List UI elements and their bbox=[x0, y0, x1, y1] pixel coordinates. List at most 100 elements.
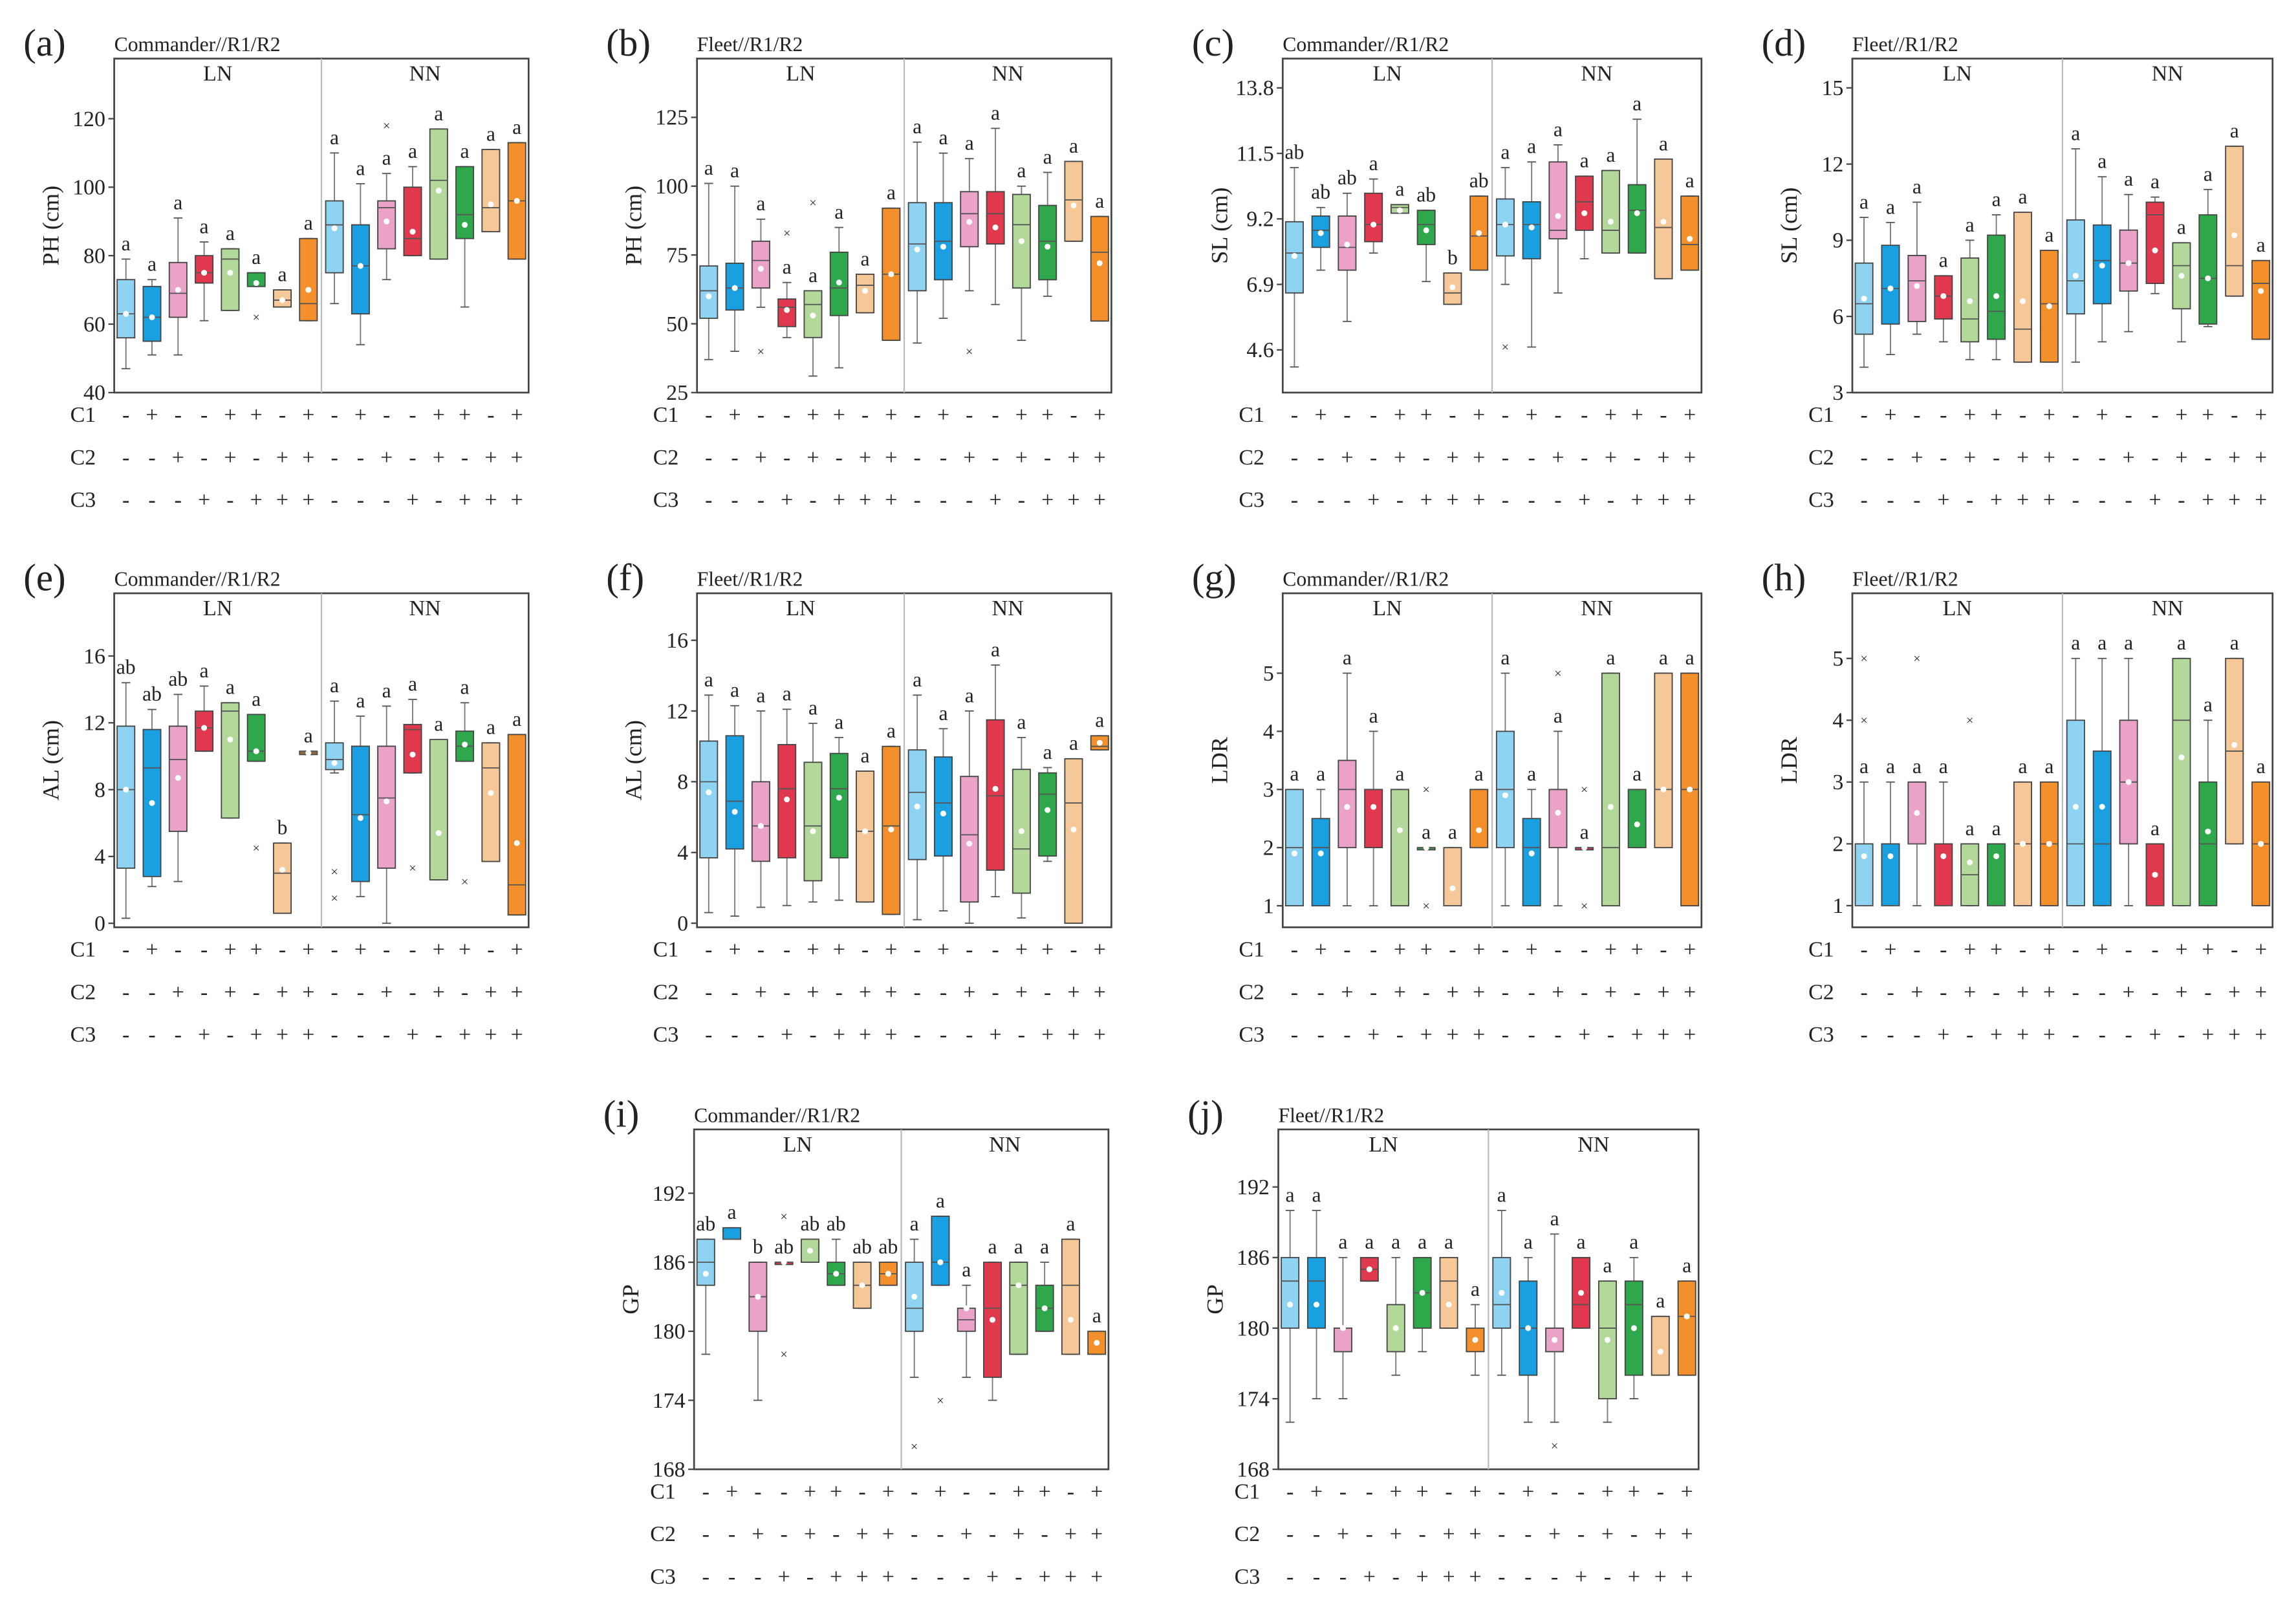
significance-letter: a bbox=[226, 222, 235, 245]
factor-sign: + bbox=[1469, 1565, 1481, 1589]
significance-letter: a bbox=[252, 246, 261, 268]
factor-sign: - bbox=[1634, 446, 1641, 470]
significance-letter: ab bbox=[852, 1236, 872, 1258]
factor-sign: - bbox=[914, 403, 921, 427]
significance-letter: a bbox=[2124, 631, 2133, 654]
mean-marker bbox=[1449, 885, 1456, 891]
factor-sign: + bbox=[1094, 403, 1106, 427]
box-15: a bbox=[2225, 120, 2244, 297]
factor-sign: - bbox=[461, 980, 468, 1004]
significance-letter: a bbox=[1312, 1184, 1321, 1207]
box-iqr bbox=[725, 735, 744, 850]
factor-sign: + bbox=[885, 446, 897, 470]
factor-sign: + bbox=[1420, 403, 1433, 427]
mean-marker bbox=[1555, 809, 1561, 816]
factor-sign: - bbox=[2151, 938, 2158, 962]
mean-marker bbox=[201, 725, 208, 731]
factor-sign: - bbox=[1581, 980, 1588, 1004]
significance-letter: ab bbox=[1284, 141, 1304, 164]
box-7: ab bbox=[852, 1236, 872, 1309]
significance-letter: a bbox=[200, 215, 209, 237]
factor-sign: + bbox=[859, 446, 871, 470]
factor-sign: + bbox=[1631, 938, 1643, 962]
factor-sign: - bbox=[1370, 938, 1377, 962]
y-axis-label: PH (cm) bbox=[621, 186, 647, 266]
factor-sign: + bbox=[1990, 488, 2002, 512]
significance-letter: a bbox=[1577, 1230, 1586, 1253]
factor-sign: + bbox=[1367, 488, 1380, 512]
y-tick-label: 3 bbox=[1832, 381, 1843, 405]
factor-sign: + bbox=[2228, 980, 2240, 1004]
factor-sign: - bbox=[1343, 488, 1350, 512]
factor-sign: - bbox=[1551, 1480, 1558, 1503]
mean-marker bbox=[1396, 207, 1403, 213]
factor-sign: - bbox=[1860, 403, 1867, 427]
factor-sign: - bbox=[702, 1565, 709, 1589]
factor-sign: - bbox=[858, 1480, 865, 1503]
factor-sign: - bbox=[1551, 1565, 1558, 1589]
mean-marker bbox=[227, 270, 233, 276]
factor-sign: - bbox=[2204, 446, 2211, 470]
factor-sign: - bbox=[383, 1023, 390, 1047]
y-tick-label: 25 bbox=[666, 381, 688, 405]
box-iqr bbox=[751, 781, 770, 862]
mean-marker bbox=[1604, 1337, 1610, 1343]
box-8: a bbox=[1466, 1278, 1485, 1376]
factor-sign: + bbox=[882, 1565, 894, 1589]
significance-letter: a bbox=[1656, 1289, 1665, 1312]
box-16: a bbox=[1090, 709, 1109, 751]
y-tick-label: 3 bbox=[1832, 771, 1843, 794]
factor-sign: + bbox=[433, 980, 445, 1004]
factor-sign: + bbox=[1605, 403, 1617, 427]
factor-sign: + bbox=[146, 403, 158, 427]
box-iqr bbox=[931, 1216, 950, 1286]
significance-letter: a bbox=[1554, 118, 1563, 140]
factor-sign: - bbox=[809, 1023, 816, 1047]
y-tick-label: 60 bbox=[83, 312, 105, 336]
box-2: a bbox=[142, 253, 162, 356]
mean-marker bbox=[2020, 298, 2026, 305]
box-5: a bbox=[803, 264, 823, 377]
factor-sign: + bbox=[2228, 1023, 2240, 1047]
factor-sign: - bbox=[1657, 1480, 1664, 1503]
y-tick-label: 3 bbox=[1263, 778, 1274, 802]
factor-sign: - bbox=[1887, 980, 1894, 1004]
box-iqr bbox=[481, 742, 501, 862]
box-9: a bbox=[1492, 1184, 1511, 1376]
significance-letter: a bbox=[486, 123, 495, 146]
box-14: a bbox=[1627, 763, 1647, 849]
box-iqr bbox=[377, 200, 396, 250]
y-axis-label: LDR bbox=[1206, 736, 1232, 783]
factor-sign: - bbox=[1067, 1480, 1074, 1503]
group-label-nn: NN bbox=[2152, 596, 2183, 620]
factor-sign: + bbox=[830, 1480, 842, 1503]
y-tick-label: 8 bbox=[677, 771, 688, 794]
box-6: a bbox=[1987, 817, 2006, 906]
factor-sign: + bbox=[1526, 403, 1538, 427]
factor-sign: - bbox=[911, 1565, 918, 1589]
box-6: a bbox=[1416, 821, 1436, 851]
significance-letter: a bbox=[1014, 1236, 1023, 1258]
factor-sign: + bbox=[1473, 488, 1485, 512]
mean-marker bbox=[2258, 840, 2264, 847]
factor-sign: - bbox=[1660, 403, 1667, 427]
box-iqr bbox=[1064, 160, 1083, 242]
mean-marker bbox=[2046, 840, 2052, 847]
box-iqr bbox=[1364, 192, 1383, 243]
box-14: a bbox=[2198, 162, 2218, 327]
box-iqr bbox=[1416, 210, 1436, 245]
factor-sign: + bbox=[1039, 1565, 1051, 1589]
factor-sign: - bbox=[1993, 446, 2000, 470]
y-axis-label: GP bbox=[618, 1284, 644, 1314]
factor-sign: + bbox=[1605, 938, 1617, 962]
box-11: a bbox=[377, 147, 396, 281]
mean-marker bbox=[966, 840, 973, 847]
box-12: a bbox=[1572, 1230, 1591, 1329]
significance-letter: a bbox=[861, 744, 870, 767]
group-label-ln: LN bbox=[786, 62, 815, 86]
factor-sign: + bbox=[198, 488, 210, 512]
box-2: a bbox=[722, 1201, 742, 1248]
box-16: a bbox=[1090, 190, 1109, 322]
box-10: a bbox=[1522, 135, 1541, 348]
y-tick-label: 125 bbox=[655, 106, 688, 130]
